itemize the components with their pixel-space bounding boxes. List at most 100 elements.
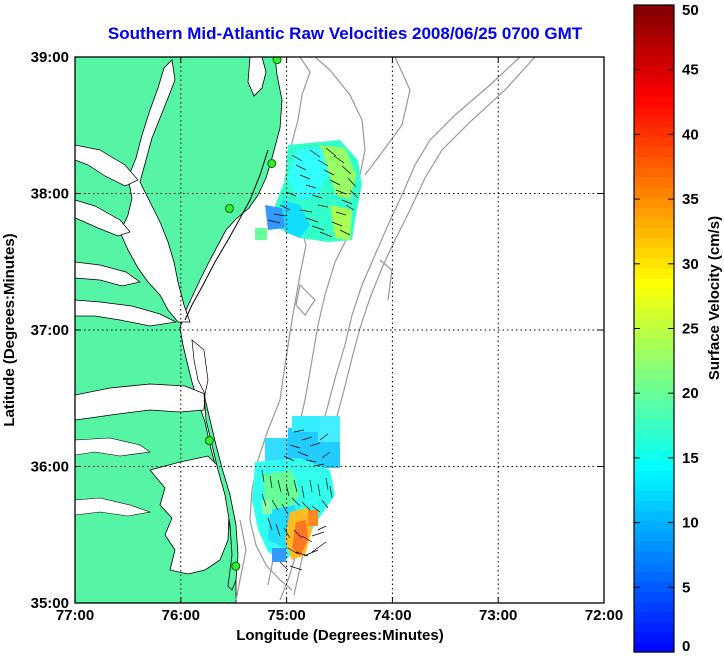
colorbar-cell [634, 257, 674, 269]
x-tick-label: 76:00 [162, 607, 200, 624]
colorbar-cell [634, 399, 674, 410]
colorbar-cell [634, 348, 674, 360]
south-velocity-field [252, 416, 340, 571]
bay-tributary-2 [75, 199, 131, 237]
colorbar-cell [634, 581, 674, 592]
y-tick-label: 39:00 [31, 49, 69, 66]
radar-station-marker [224, 204, 234, 214]
map-grid [75, 57, 604, 603]
colorbar-cell [634, 480, 674, 491]
colorbar-cell [634, 85, 674, 97]
colorbar-gradient [634, 5, 674, 653]
colorbar-cell [634, 227, 674, 239]
colorbar-cell [634, 15, 674, 26]
eastern-shore-coast [184, 149, 269, 321]
y-tick-label: 36:00 [31, 459, 69, 476]
colorbar-cell [634, 288, 674, 299]
colorbar-tick-label: 10 [682, 515, 699, 532]
colorbar-tick-label: 0 [682, 638, 690, 655]
colorbar-cell [634, 5, 674, 16]
x-tick-label: 73:00 [479, 607, 517, 624]
colorbar-cell [634, 106, 674, 117]
colorbar-cell [634, 217, 674, 229]
colorbar-cell [634, 409, 674, 421]
colorbar-cell [634, 368, 674, 380]
colorbar-cell [634, 35, 674, 47]
y-axis-label: Latitude (Degrees:Minutes) [1, 233, 18, 426]
colorbar-cell [634, 207, 674, 218]
colorbar-tick-label: 40 [682, 126, 699, 143]
y-tick-label: 35:00 [31, 595, 69, 612]
nc-river-1 [75, 437, 151, 457]
colorbar-cell [634, 338, 674, 350]
colorbar-cell [634, 500, 674, 512]
colorbar-cell [634, 520, 674, 532]
colorbar-cell [634, 136, 674, 148]
colorbar-cell [634, 561, 674, 572]
colorbar-tick-label: 15 [682, 450, 699, 467]
colorbar-cell [634, 247, 674, 259]
bay-tributary-4 [75, 299, 178, 327]
albemarle-sound [75, 383, 206, 421]
colorbar-cell [634, 470, 674, 481]
x-tick-label: 74:00 [373, 607, 411, 624]
colorbar-tick-label: 25 [682, 321, 699, 338]
colorbar-cell [634, 621, 674, 633]
colorbar-cell [634, 439, 674, 451]
bay-tributary-1 [75, 144, 139, 187]
colorbar-cell [634, 571, 674, 582]
colorbar-cell [634, 186, 674, 198]
colorbar-cell [634, 277, 674, 289]
colorbar-cell [634, 237, 674, 249]
colorbar-cell [634, 197, 674, 208]
colorbar-cell [634, 358, 674, 370]
colorbar-cell [634, 449, 674, 461]
delaware-bay [247, 57, 267, 97]
map-area [75, 57, 604, 603]
colorbar-ticks: 0 5 10 15 20 25 30 35 40 45 50 [634, 2, 699, 655]
north-velocity-field [255, 140, 362, 242]
x-tick-label: 72:00 [585, 607, 623, 624]
colorbar-cell [634, 298, 674, 309]
colorbar-cell [634, 379, 674, 390]
colorbar-cell [634, 308, 674, 319]
radar-station-marker [231, 561, 241, 571]
colorbar-cell [634, 490, 674, 501]
colorbar-cell [634, 389, 674, 400]
colorbar-cell [634, 126, 674, 138]
colorbar-cell [634, 591, 674, 603]
colorbar-cell [634, 540, 674, 552]
colorbar-cell [634, 95, 674, 107]
colorbar-cell [634, 55, 674, 67]
colorbar: 0 5 10 15 20 25 30 35 40 45 50 Surface Velocity (c… [633, 2, 723, 655]
chesapeake-bay [119, 59, 191, 323]
colorbar-cell [634, 176, 674, 188]
currituck-sound [191, 339, 209, 396]
colorbar-cell [634, 459, 674, 471]
x-tick-label: 75:00 [267, 607, 305, 624]
colorbar-cell [634, 530, 674, 542]
colorbar-cell [634, 419, 674, 431]
colorbar-cell [634, 116, 674, 127]
nc-river-2 [75, 497, 152, 517]
colorbar-cell [634, 267, 674, 279]
x-tick-label: 77:00 [56, 607, 94, 624]
colorbar-cell [634, 166, 674, 178]
x-axis-label: Longitude (Degrees:Minutes) [236, 627, 444, 644]
x-axis-ticks: 77:00 76:00 75:00 74:00 73:00 72:00 [56, 57, 623, 624]
radar-station-marker [267, 158, 277, 168]
radar-station-marker [204, 436, 214, 446]
y-tick-label: 37:00 [31, 322, 69, 339]
map-title: Southern Mid-Atlantic Raw Velocities 200… [108, 24, 583, 43]
radar-stations [204, 57, 282, 571]
colorbar-cell [634, 611, 674, 623]
y-tick-label: 38:00 [31, 186, 69, 203]
colorbar-cell [634, 631, 674, 643]
colorbar-cell [634, 65, 674, 77]
colorbar-cell [634, 75, 674, 87]
colorbar-cell [634, 641, 674, 653]
colorbar-cell [634, 156, 674, 168]
colorbar-tick-label: 20 [682, 385, 699, 402]
colorbar-label: Surface Velocity (cm/s) [706, 216, 723, 380]
